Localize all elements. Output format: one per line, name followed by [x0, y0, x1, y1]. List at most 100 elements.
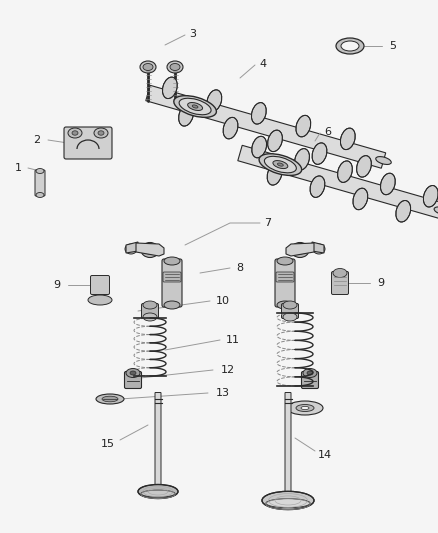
- Text: 1: 1: [14, 163, 21, 173]
- Ellipse shape: [164, 301, 180, 309]
- Ellipse shape: [96, 394, 124, 404]
- Text: 9: 9: [378, 278, 385, 288]
- Ellipse shape: [192, 105, 198, 108]
- Text: 7: 7: [265, 218, 272, 228]
- Text: 4: 4: [259, 59, 267, 69]
- Ellipse shape: [313, 244, 325, 254]
- Ellipse shape: [424, 185, 438, 207]
- Ellipse shape: [143, 313, 157, 321]
- Ellipse shape: [162, 77, 177, 99]
- Text: 10: 10: [216, 296, 230, 306]
- Ellipse shape: [88, 295, 112, 305]
- Ellipse shape: [353, 188, 368, 209]
- Ellipse shape: [296, 115, 311, 137]
- Text: 13: 13: [216, 388, 230, 398]
- Ellipse shape: [36, 168, 44, 174]
- Ellipse shape: [340, 128, 355, 150]
- Ellipse shape: [296, 405, 314, 411]
- Ellipse shape: [143, 63, 153, 70]
- Ellipse shape: [265, 156, 297, 173]
- Ellipse shape: [138, 484, 178, 498]
- FancyBboxPatch shape: [163, 272, 181, 282]
- Ellipse shape: [338, 161, 352, 182]
- Ellipse shape: [303, 368, 317, 377]
- Ellipse shape: [179, 98, 211, 115]
- FancyBboxPatch shape: [332, 271, 349, 295]
- Ellipse shape: [174, 95, 216, 117]
- Ellipse shape: [268, 130, 283, 151]
- Ellipse shape: [170, 63, 180, 70]
- Ellipse shape: [310, 176, 325, 197]
- Text: 14: 14: [318, 450, 332, 460]
- Ellipse shape: [287, 401, 323, 415]
- Ellipse shape: [143, 301, 157, 309]
- Ellipse shape: [295, 246, 305, 254]
- Ellipse shape: [266, 499, 310, 508]
- Ellipse shape: [102, 396, 118, 402]
- Text: 5: 5: [389, 41, 396, 51]
- Polygon shape: [146, 85, 386, 168]
- FancyBboxPatch shape: [275, 259, 295, 307]
- FancyBboxPatch shape: [64, 127, 112, 159]
- Ellipse shape: [187, 102, 202, 110]
- Text: 12: 12: [221, 365, 235, 375]
- Text: 3: 3: [190, 29, 197, 39]
- Ellipse shape: [72, 131, 78, 135]
- FancyBboxPatch shape: [155, 392, 161, 489]
- FancyBboxPatch shape: [35, 170, 45, 196]
- Text: 6: 6: [325, 127, 332, 137]
- Ellipse shape: [341, 41, 359, 51]
- Ellipse shape: [381, 173, 395, 195]
- Ellipse shape: [94, 128, 108, 138]
- Ellipse shape: [126, 368, 140, 377]
- Ellipse shape: [295, 149, 310, 170]
- FancyBboxPatch shape: [301, 372, 318, 389]
- Ellipse shape: [141, 243, 159, 257]
- Ellipse shape: [36, 192, 44, 198]
- Ellipse shape: [262, 491, 314, 510]
- Polygon shape: [312, 242, 324, 253]
- Ellipse shape: [252, 136, 267, 158]
- Ellipse shape: [259, 154, 302, 175]
- FancyBboxPatch shape: [162, 259, 182, 307]
- Polygon shape: [126, 242, 138, 253]
- Polygon shape: [136, 243, 164, 256]
- Ellipse shape: [283, 313, 297, 321]
- Ellipse shape: [376, 157, 391, 165]
- Ellipse shape: [267, 164, 282, 185]
- Ellipse shape: [273, 160, 288, 168]
- Ellipse shape: [145, 246, 155, 254]
- Ellipse shape: [277, 257, 293, 265]
- Ellipse shape: [207, 90, 222, 111]
- Ellipse shape: [291, 243, 309, 257]
- Ellipse shape: [164, 257, 180, 265]
- Ellipse shape: [167, 61, 183, 73]
- Polygon shape: [238, 146, 438, 219]
- Polygon shape: [286, 243, 314, 256]
- Text: 9: 9: [53, 280, 60, 290]
- FancyBboxPatch shape: [124, 372, 141, 389]
- Ellipse shape: [141, 490, 175, 497]
- FancyBboxPatch shape: [91, 276, 110, 295]
- Ellipse shape: [336, 38, 364, 54]
- Ellipse shape: [223, 117, 238, 139]
- Ellipse shape: [140, 61, 156, 73]
- Ellipse shape: [68, 128, 82, 138]
- Ellipse shape: [277, 163, 283, 166]
- Text: 15: 15: [101, 439, 115, 449]
- Ellipse shape: [396, 200, 411, 222]
- FancyBboxPatch shape: [282, 303, 299, 319]
- Text: 2: 2: [33, 135, 41, 145]
- Ellipse shape: [148, 248, 152, 252]
- Ellipse shape: [98, 131, 104, 135]
- Ellipse shape: [298, 248, 302, 252]
- Ellipse shape: [357, 156, 371, 177]
- Ellipse shape: [125, 244, 137, 254]
- Text: 8: 8: [237, 263, 244, 273]
- Ellipse shape: [434, 207, 438, 215]
- FancyBboxPatch shape: [141, 303, 159, 319]
- Ellipse shape: [333, 269, 347, 278]
- Ellipse shape: [312, 143, 327, 164]
- FancyBboxPatch shape: [285, 392, 291, 496]
- Ellipse shape: [301, 406, 309, 409]
